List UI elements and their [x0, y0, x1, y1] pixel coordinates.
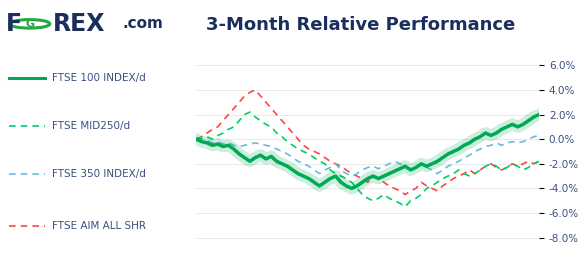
- Text: REX: REX: [53, 12, 105, 36]
- Text: FTSE MID250/d: FTSE MID250/d: [52, 121, 130, 131]
- Text: FTSE AIM ALL SHR: FTSE AIM ALL SHR: [52, 221, 145, 231]
- Text: FTSE 100 INDEX/d: FTSE 100 INDEX/d: [52, 73, 145, 83]
- Text: .com: .com: [123, 16, 163, 31]
- Text: FTSE 350 INDEX/d: FTSE 350 INDEX/d: [52, 169, 145, 179]
- Text: G: G: [25, 19, 34, 29]
- Text: 3-Month Relative Performance: 3-Month Relative Performance: [206, 16, 515, 34]
- Text: F: F: [6, 12, 22, 36]
